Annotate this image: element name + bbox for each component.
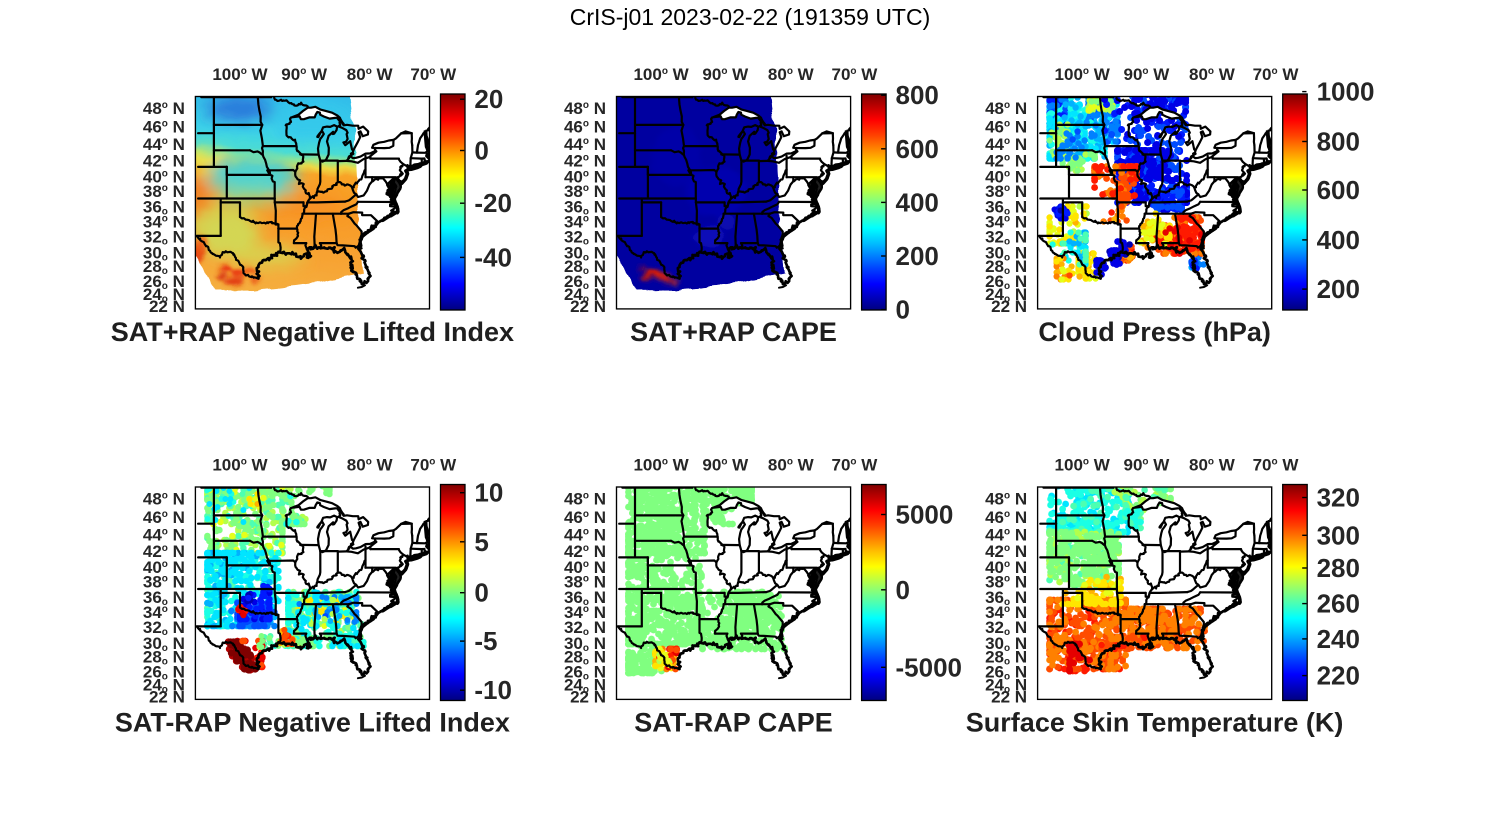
svg-text:SAT+RAP Negative Lifted Index: SAT+RAP Negative Lifted Index <box>111 317 514 347</box>
svg-text:40o N: 40o N <box>143 168 185 187</box>
svg-text:38o N: 38o N <box>564 182 606 201</box>
svg-text:70o W: 70o W <box>410 65 457 84</box>
svg-text:22 N: 22 N <box>991 297 1027 316</box>
svg-text:5: 5 <box>474 527 488 557</box>
svg-text:44o N: 44o N <box>564 135 606 154</box>
svg-text:30o N: 30o N <box>143 243 185 263</box>
svg-text:200: 200 <box>896 241 939 271</box>
svg-text:400: 400 <box>1317 225 1360 255</box>
svg-text:30o N: 30o N <box>985 243 1027 263</box>
svg-text:24o N: 24o N <box>143 675 185 695</box>
svg-text:800: 800 <box>1317 127 1360 157</box>
svg-text:40o N: 40o N <box>564 168 606 187</box>
svg-text:48o N: 48o N <box>143 490 185 509</box>
svg-text:34o N: 34o N <box>143 603 185 622</box>
svg-text:-10: -10 <box>474 675 512 705</box>
svg-text:34o N: 34o N <box>564 213 606 232</box>
svg-text:70o W: 70o W <box>1253 65 1300 84</box>
svg-text:36o N: 36o N <box>143 588 185 608</box>
svg-text:0: 0 <box>896 295 910 325</box>
svg-text:36o N: 36o N <box>143 198 185 218</box>
svg-text:28o N: 28o N <box>564 257 606 277</box>
svg-text:28o N: 28o N <box>985 257 1027 277</box>
svg-text:800: 800 <box>896 80 939 110</box>
svg-text:0: 0 <box>474 136 488 166</box>
svg-text:36o N: 36o N <box>985 198 1027 218</box>
svg-text:34o N: 34o N <box>985 213 1027 232</box>
svg-text:80o W: 80o W <box>347 456 394 475</box>
svg-text:80o W: 80o W <box>347 65 394 84</box>
svg-text:SAT+RAP CAPE: SAT+RAP CAPE <box>630 317 837 347</box>
svg-text:600: 600 <box>896 134 939 164</box>
svg-text:36o N: 36o N <box>564 198 606 218</box>
svg-text:80o W: 80o W <box>1189 65 1236 84</box>
svg-text:90o W: 90o W <box>281 456 328 475</box>
svg-text:32o N: 32o N <box>985 228 1027 248</box>
svg-text:10: 10 <box>474 478 503 508</box>
svg-text:26o N: 26o N <box>564 272 606 292</box>
svg-text:100o W: 100o W <box>1055 65 1111 84</box>
svg-text:32o N: 32o N <box>564 228 606 248</box>
svg-text:44o N: 44o N <box>143 526 185 545</box>
svg-text:38o N: 38o N <box>985 182 1027 201</box>
svg-text:48o N: 48o N <box>985 99 1027 118</box>
svg-text:-20: -20 <box>474 188 512 218</box>
svg-text:30o N: 30o N <box>143 634 185 654</box>
svg-text:42o N: 42o N <box>564 151 606 170</box>
svg-text:28o N: 28o N <box>143 648 185 668</box>
svg-text:26o N: 26o N <box>143 272 185 292</box>
svg-text:100o W: 100o W <box>212 65 268 84</box>
svg-text:38o N: 38o N <box>143 572 185 591</box>
svg-text:44o N: 44o N <box>143 135 185 154</box>
svg-text:200: 200 <box>1317 274 1360 304</box>
svg-text:44o N: 44o N <box>985 135 1027 154</box>
svg-text:24o N: 24o N <box>564 285 606 305</box>
svg-text:22 N: 22 N <box>570 297 606 316</box>
svg-text:40o N: 40o N <box>143 558 185 577</box>
svg-text:90o W: 90o W <box>281 65 328 84</box>
svg-text:100o W: 100o W <box>633 65 689 84</box>
svg-text:SAT-RAP Negative Lifted Index: SAT-RAP Negative Lifted Index <box>115 708 510 738</box>
svg-text:24o N: 24o N <box>143 285 185 305</box>
svg-text:CrIS-j01 2023-02-22 (191359 UT: CrIS-j01 2023-02-22 (191359 UTC) <box>570 4 931 30</box>
svg-text:46o N: 46o N <box>143 117 185 136</box>
svg-text:100o W: 100o W <box>212 456 268 475</box>
svg-text:46o N: 46o N <box>564 117 606 136</box>
svg-text:80o W: 80o W <box>768 65 815 84</box>
svg-text:32o N: 32o N <box>143 618 185 638</box>
svg-text:Cloud Press (hPa): Cloud Press (hPa) <box>1038 317 1271 347</box>
svg-text:90o W: 90o W <box>1123 65 1170 84</box>
svg-text:-5: -5 <box>474 626 497 656</box>
svg-text:70o W: 70o W <box>410 456 457 475</box>
svg-text:38o N: 38o N <box>143 182 185 201</box>
svg-text:46o N: 46o N <box>985 117 1027 136</box>
svg-text:1000: 1000 <box>1317 77 1375 107</box>
svg-text:600: 600 <box>1317 175 1360 205</box>
svg-text:40o N: 40o N <box>985 168 1027 187</box>
svg-text:20: 20 <box>474 84 503 114</box>
svg-text:48o N: 48o N <box>143 99 185 118</box>
svg-text:46o N: 46o N <box>143 508 185 527</box>
svg-text:22 N: 22 N <box>149 297 185 316</box>
svg-text:34o N: 34o N <box>143 213 185 232</box>
svg-text:70o W: 70o W <box>831 65 878 84</box>
svg-text:26o N: 26o N <box>985 272 1027 292</box>
svg-text:42o N: 42o N <box>985 151 1027 170</box>
svg-text:90o W: 90o W <box>702 65 749 84</box>
svg-text:42o N: 42o N <box>143 151 185 170</box>
svg-text:-40: -40 <box>474 242 512 272</box>
svg-text:0: 0 <box>474 578 488 608</box>
svg-text:24o N: 24o N <box>985 285 1027 305</box>
svg-text:32o N: 32o N <box>143 228 185 248</box>
svg-text:48o N: 48o N <box>564 99 606 118</box>
svg-text:22 N: 22 N <box>149 688 185 707</box>
svg-text:26o N: 26o N <box>143 662 185 682</box>
svg-text:42o N: 42o N <box>143 542 185 561</box>
svg-text:28o N: 28o N <box>143 257 185 277</box>
svg-text:30o N: 30o N <box>564 243 606 263</box>
svg-text:400: 400 <box>896 187 939 217</box>
